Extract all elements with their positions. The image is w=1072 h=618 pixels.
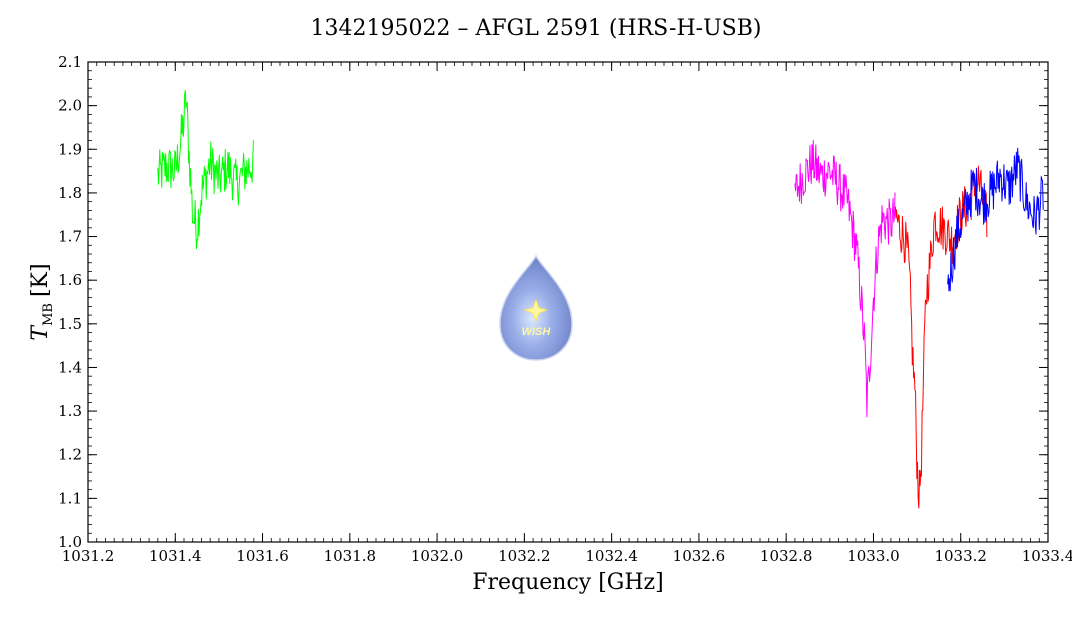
x-tick-label: 1031.4 — [149, 547, 202, 565]
x-tick-label: 1032.6 — [673, 547, 726, 565]
x-tick-label: 1032.2 — [498, 547, 551, 565]
x-tick-label: 1032.0 — [411, 547, 464, 565]
series-line-2 — [794, 139, 896, 418]
y-tick-label: 2.0 — [58, 97, 82, 115]
series-layer — [157, 89, 1044, 509]
x-tick-label: 1033.2 — [934, 547, 987, 565]
wish-logo: WISH — [499, 254, 573, 361]
axis-ticks: 1031.2 1031.4 1031.6 1031.8 1032.0 1032.2 1032… — [58, 53, 1072, 565]
x-tick-label: 1033.0 — [847, 547, 900, 565]
y-axis-label: TMB [K] — [28, 263, 56, 340]
y-tick-label: 2.1 — [58, 53, 82, 71]
series-line-1 — [157, 89, 254, 250]
x-tick-label: 1033.4 — [1022, 547, 1072, 565]
y-tick-label: 1.3 — [58, 402, 82, 420]
y-tick-label: 1.4 — [58, 358, 82, 376]
x-tick-label: 1031.6 — [236, 547, 289, 565]
y-tick-label: 1.9 — [58, 140, 82, 158]
y-axis-label-sub: MB — [41, 303, 56, 326]
chart-title: 1342195022 – AFGL 2591 (HRS-H-USB) — [310, 16, 762, 41]
series-line-4 — [947, 147, 1044, 292]
y-axis-label-main: T — [28, 324, 53, 341]
x-tick-label: 1031.8 — [324, 547, 377, 565]
x-tick-label: 1031.2 — [62, 547, 115, 565]
y-tick-label: 1.5 — [58, 315, 82, 333]
y-tick-label: 1.6 — [58, 271, 82, 289]
x-axis-label: Frequency [GHz] — [472, 570, 664, 595]
y-axis-label-unit: [K] — [28, 263, 53, 297]
x-tick-label: 1032.8 — [760, 547, 813, 565]
star-icon — [523, 298, 549, 323]
y-tick-label: 1.2 — [58, 446, 82, 464]
y-tick-label: 1.8 — [58, 184, 82, 202]
svg-text:TMB[K]: TMB [K] — [28, 263, 56, 340]
x-tick-label: 1032.4 — [585, 547, 638, 565]
y-tick-label: 1.0 — [58, 533, 82, 551]
y-tick-label: 1.1 — [58, 489, 82, 507]
y-tick-label: 1.7 — [58, 228, 82, 246]
series-line-3 — [894, 165, 988, 509]
logo-text: WISH — [522, 326, 552, 338]
